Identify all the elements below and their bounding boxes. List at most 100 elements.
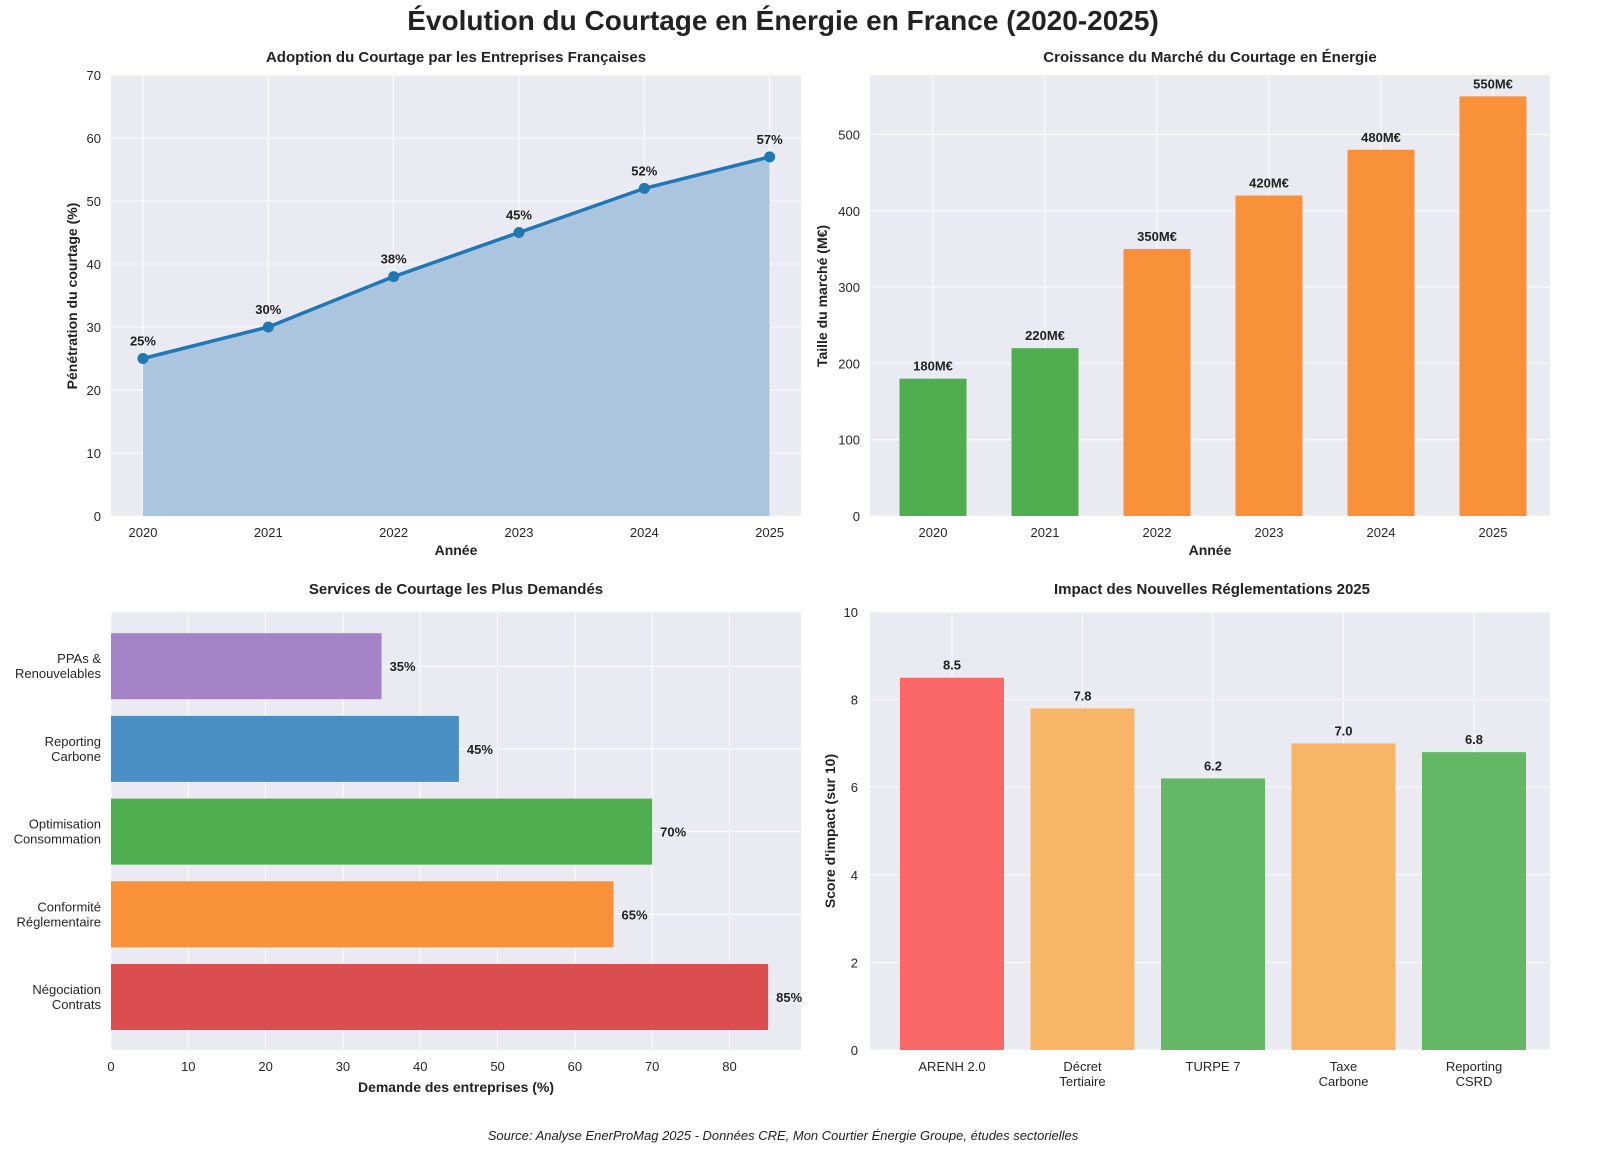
bar: [1011, 348, 1079, 516]
x-tick-label: 2021: [254, 525, 283, 540]
data-label: 180M€: [913, 359, 953, 374]
data-label: 420M€: [1249, 176, 1289, 191]
x-tick-label: 0: [107, 1059, 114, 1074]
bar: [899, 378, 967, 516]
bar: [1161, 778, 1265, 1050]
y-tick-label-line: Négociation: [32, 982, 101, 997]
x-tick-label: 2024: [630, 525, 659, 540]
data-label: 7.0: [1334, 723, 1352, 738]
x-tick-label: 30: [336, 1059, 350, 1074]
y-tick-label: 0: [851, 1043, 858, 1058]
x-axis-label: Année: [435, 542, 478, 558]
x-tick-label: 2022: [1143, 525, 1172, 540]
y-tick-label: 400: [838, 204, 860, 219]
data-label: 65%: [622, 907, 648, 922]
y-tick-label: 100: [838, 433, 860, 448]
y-tick-label: 2: [851, 955, 858, 970]
x-tick-label: 2021: [1031, 525, 1060, 540]
data-label: 7.8: [1073, 688, 1091, 703]
data-label: 6.2: [1204, 758, 1222, 773]
x-tick-label-line: ARENH 2.0: [918, 1059, 985, 1074]
x-tick-label: 2020: [129, 525, 158, 540]
x-tick-label: Taxe Carbone: [1319, 1059, 1369, 1089]
data-label: 6.8: [1465, 732, 1483, 747]
x-tick-label: TURPE 7: [1186, 1059, 1241, 1074]
data-point: [262, 321, 274, 333]
data-label: 52%: [631, 163, 657, 178]
series-line: [142, 155, 771, 361]
bar: [1459, 96, 1527, 517]
y-tick-label: 300: [838, 280, 860, 295]
y-tick-label: 40: [87, 257, 101, 272]
y-tick-label: 60: [87, 131, 101, 146]
data-label: 35%: [390, 659, 416, 674]
chart-title: Croissance du Marché du Courtage en Éner…: [1043, 49, 1376, 66]
data-label: 45%: [506, 208, 532, 223]
data-label: 220M€: [1025, 328, 1065, 343]
y-tick-label: 8: [851, 693, 858, 708]
x-tick-label-line: Reporting: [1446, 1059, 1502, 1074]
y-tick-label: 50: [87, 194, 101, 209]
y-tick-label-line: Renouvelables: [15, 666, 102, 681]
y-tick-label: 10: [844, 605, 858, 620]
x-tick-label-line: CSRD: [1456, 1074, 1493, 1089]
data-label: 85%: [776, 990, 802, 1005]
y-tick-label: Négociation Contrats: [32, 982, 101, 1012]
y-tick-label: 0: [94, 509, 101, 524]
x-axis-label: Année: [1189, 542, 1232, 558]
x-tick-label-line: Carbone: [1319, 1074, 1369, 1089]
x-tick-label: 80: [722, 1059, 736, 1074]
x-tick-label: 2024: [1367, 525, 1396, 540]
y-tick-label-line: PPAs &: [57, 651, 101, 666]
chart-title: Adoption du Courtage par les Entreprises…: [266, 49, 646, 66]
y-tick-label: 30: [87, 320, 101, 335]
y-tick-label-line: Optimisation: [29, 817, 101, 832]
data-point: [388, 271, 400, 283]
x-tick-label-line: Tertiaire: [1059, 1074, 1105, 1089]
x-tick-label: 70: [645, 1059, 659, 1074]
data-label: 8.5: [943, 658, 961, 673]
data-label: 38%: [381, 252, 407, 267]
y-axis-label: Pénétration du courtage (%): [64, 203, 80, 390]
data-label: 57%: [757, 132, 783, 147]
x-tick-label: ARENH 2.0: [918, 1059, 985, 1074]
chart-title: Services de Courtage les Plus Demandés: [309, 581, 603, 598]
y-tick-label: 500: [838, 128, 860, 143]
area-fill: [142, 156, 770, 516]
bar: [111, 798, 653, 865]
x-tick-label-line: Décret: [1063, 1059, 1102, 1074]
y-tick-label: Reporting Carbone: [45, 734, 101, 764]
bar: [1235, 195, 1303, 516]
data-point: [137, 353, 149, 364]
data-label: 70%: [660, 825, 686, 840]
y-tick-label-line: Reporting: [45, 734, 101, 749]
data-label: 45%: [467, 742, 493, 757]
y-tick-label: 10: [87, 446, 101, 461]
data-point: [638, 182, 650, 194]
bar: [1123, 248, 1191, 516]
bar: [1291, 743, 1396, 1050]
figure-title: Évolution du Courtage en Énergie en Fran…: [407, 5, 1159, 36]
bar: [111, 633, 382, 700]
data-label: 480M€: [1361, 130, 1401, 145]
y-tick-label: 4: [851, 868, 858, 883]
data-label: 30%: [255, 302, 281, 317]
x-tick-label: 2023: [505, 525, 534, 540]
x-tick-label: 2023: [1255, 525, 1284, 540]
bar: [1030, 708, 1135, 1050]
y-tick-label: 70: [87, 68, 101, 83]
y-tick-label: 6: [851, 780, 858, 795]
bar: [111, 964, 769, 1030]
bar: [111, 715, 459, 782]
y-tick-label: Optimisation Consommation: [14, 817, 101, 847]
data-label: 25%: [130, 334, 156, 349]
x-tick-label: 2020: [919, 525, 948, 540]
y-axis-label: Score d'impact (sur 10): [822, 754, 838, 908]
y-tick-label: Conformité Réglementaire: [16, 899, 101, 929]
x-tick-label: 50: [490, 1059, 504, 1074]
data-label: 550M€: [1473, 76, 1513, 91]
y-tick-label: PPAs & Renouvelables: [15, 651, 102, 681]
data-label: 350M€: [1137, 229, 1177, 244]
x-tick-label: 10: [181, 1059, 195, 1074]
